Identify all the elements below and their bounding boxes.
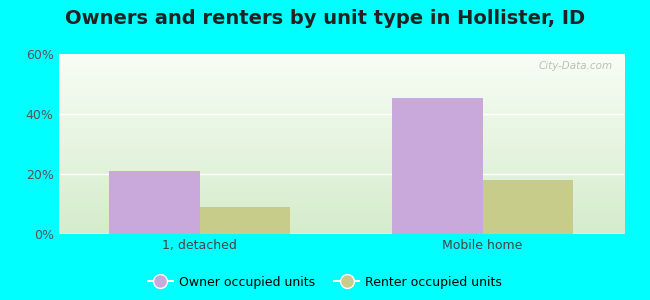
Legend: Owner occupied units, Renter occupied units: Owner occupied units, Renter occupied un… <box>143 271 507 294</box>
Bar <box>200 207 291 234</box>
Text: City-Data.com: City-Data.com <box>539 61 613 71</box>
Text: Owners and renters by unit type in Hollister, ID: Owners and renters by unit type in Holli… <box>65 9 585 28</box>
Bar <box>392 98 482 234</box>
Bar <box>482 180 573 234</box>
Bar <box>109 171 200 234</box>
